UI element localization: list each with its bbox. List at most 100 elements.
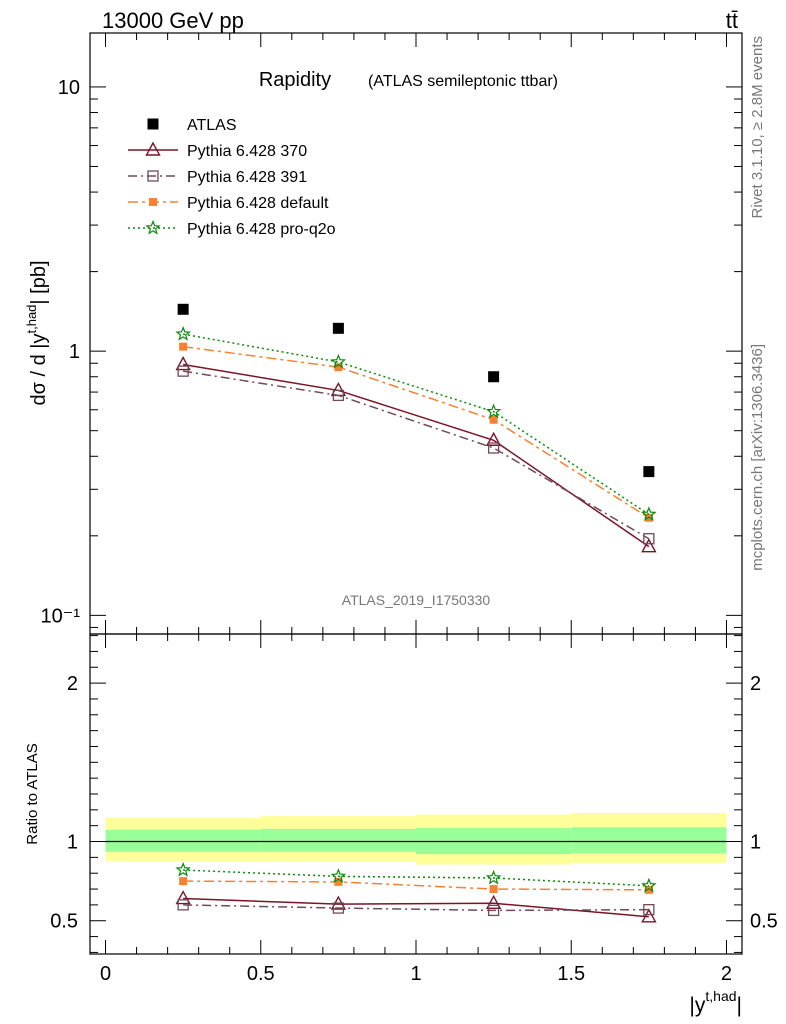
data-point-p370: [485, 431, 502, 446]
series-line-proq2o: [183, 333, 650, 516]
legend-label: Pythia 6.428 pro-q2o: [187, 221, 336, 238]
ratio-y-tick-label-right: 1: [750, 832, 761, 854]
main-y-tick-label: 10⁻¹: [41, 605, 81, 627]
main-series-group: [175, 303, 657, 553]
data-point-default: [489, 415, 498, 424]
ratio-point-default: [489, 885, 498, 894]
data-point-p391: [643, 533, 655, 545]
data-point-p370: [641, 538, 657, 553]
legend-marker: [145, 141, 161, 156]
data-point-p391: [332, 389, 345, 402]
data-point-proq2o: [330, 353, 347, 369]
ratio-series-group: [175, 861, 657, 923]
ratio-line-proq2o: [183, 869, 649, 887]
ratio-band-stat: [105, 829, 261, 852]
ratio-point-p370: [485, 894, 502, 910]
analysis-watermark: ATLAS_2019_I1750330: [342, 592, 491, 608]
x-axis-label: |yt,had|: [689, 988, 742, 1017]
ratio-y-axis-label: Ratio to ATLAS: [24, 743, 41, 844]
legend-label: ATLAS: [187, 117, 237, 134]
data-point-proq2o: [485, 403, 502, 419]
rivet-version-label: Rivet 3.1.10, ≥ 2.8M events: [749, 36, 766, 219]
energy-label: 13000 GeV pp: [102, 8, 244, 33]
ratio-y-tick-label: 2: [67, 673, 78, 695]
data-point-atlas: [643, 466, 655, 478]
ratio-line-p370: [183, 897, 649, 918]
x-tick-label: 1: [410, 963, 421, 985]
ratio-point-p391: [177, 899, 189, 911]
x-tick-labels: 0 0.5 1 1.5 2: [100, 963, 732, 985]
ratio-point-p370: [175, 890, 191, 905]
ratio-point-proq2o: [175, 861, 191, 877]
data-point-atlas: [332, 322, 344, 334]
legend-entry-p370: Pythia 6.428 370: [128, 141, 307, 160]
data-point-p391: [487, 442, 500, 454]
legend-marker: [145, 219, 161, 235]
legend-entry-p391: Pythia 6.428 391: [128, 169, 307, 186]
svg-text:dσ / d |yt,had| [pb]: dσ / d |yt,had| [pb]: [24, 260, 50, 405]
series-p370: [175, 356, 657, 553]
ratio-band-stat: [260, 828, 416, 852]
ratio-point-default: [334, 877, 343, 886]
data-point-default: [179, 342, 188, 351]
data-point-default: [334, 363, 343, 372]
data-point-p391: [177, 365, 189, 377]
legend-entry-proq2o: Pythia 6.428 pro-q2o: [128, 219, 336, 238]
ratio-point-p391: [487, 904, 500, 917]
legend-marker: [147, 170, 159, 182]
main-y-tick-label: 10: [58, 77, 80, 99]
ratio-series-proq2o: [175, 861, 657, 893]
legend-marker: [149, 198, 157, 206]
series-atlas: [177, 303, 655, 478]
chart-title: Rapidity: [259, 69, 331, 91]
legend-marker: [147, 118, 159, 130]
ratio-series-default: [179, 877, 653, 894]
data-point-p370: [175, 356, 191, 371]
ratio-y-tick-labels: 2 2 1 1 0.5 0.5: [50, 673, 778, 933]
ratio-panel: 2 2 1 1 0.5 0.5 Ratio to ATLAS 0 0.5 1 1.5 2 |yt,…: [24, 633, 778, 1017]
main-panel: 10 1 10⁻¹ Rapidity (ATLAS semileptonic ttb…: [24, 32, 743, 635]
legend-label: Pythia 6.428 default: [187, 195, 329, 212]
ratio-axis-ticks: [90, 634, 742, 954]
ratio-point-p391: [643, 903, 655, 916]
ratio-y-tick-label: 0.5: [50, 911, 78, 933]
ratio-y-tick-label-right: 2: [750, 673, 761, 695]
ratio-uncertainty-bands: [105, 813, 727, 865]
legend-entry-default: Pythia 6.428 default: [128, 195, 329, 212]
svg-text:|yt,had|: |yt,had|: [689, 988, 742, 1017]
x-tick-label: 1.5: [557, 963, 585, 985]
ratio-point-p391: [332, 902, 345, 914]
ratio-plot-frame: [89, 633, 743, 955]
ratio-point-proq2o: [485, 869, 502, 885]
legend-label: Pythia 6.428 370: [187, 143, 307, 160]
data-point-proq2o: [641, 506, 657, 522]
x-tick-label: 0: [100, 963, 111, 985]
data-point-atlas: [488, 371, 500, 383]
ratio-line-default: [183, 880, 649, 891]
ratio-band-stat: [571, 827, 727, 854]
series-line-p391: [183, 370, 650, 540]
series-default: [179, 342, 653, 522]
main-y-axis-label: dσ / d |yt,had| [pb]: [24, 260, 50, 405]
ratio-point-default: [179, 877, 188, 886]
mcplots-label: mcplots.cern.ch [arXiv:1306.3436]: [749, 344, 766, 571]
main-y-tick-labels: 10 1 10⁻¹: [41, 77, 81, 627]
chart-subtitle: (ATLAS semileptonic ttbar): [368, 73, 558, 90]
ratio-point-p370: [641, 908, 657, 923]
ratio-series-p391: [177, 899, 655, 917]
process-label: tt̄: [726, 8, 738, 33]
series-line-p370: [183, 363, 650, 548]
x-tick-label: 0.5: [247, 963, 275, 985]
data-point-atlas: [177, 303, 189, 315]
ratio-point-default: [644, 885, 653, 894]
ratio-point-proq2o: [330, 868, 347, 883]
series-p391: [177, 365, 655, 545]
legend-label: Pythia 6.428 391: [187, 169, 307, 186]
ratio-y-tick-label-right: 0.5: [750, 911, 778, 933]
main-y-tick-label: 1: [69, 341, 80, 363]
x-tick-label: 2: [721, 963, 732, 985]
series-proq2o: [175, 325, 657, 522]
legend-entry-atlas: ATLAS: [147, 117, 237, 134]
series-line-default: [183, 345, 650, 519]
